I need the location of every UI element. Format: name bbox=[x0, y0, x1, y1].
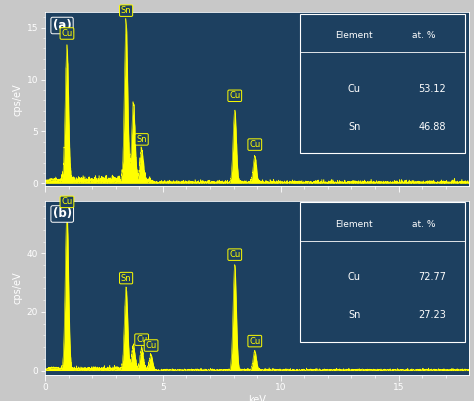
Text: at. %: at. % bbox=[412, 31, 436, 40]
Text: (b): (b) bbox=[53, 207, 72, 221]
Text: Cu: Cu bbox=[61, 29, 73, 38]
FancyBboxPatch shape bbox=[300, 202, 465, 342]
Text: Sn: Sn bbox=[348, 122, 360, 132]
Text: at. %: at. % bbox=[412, 220, 436, 229]
Text: 53.12: 53.12 bbox=[418, 83, 446, 93]
Text: 27.23: 27.23 bbox=[418, 310, 446, 320]
Text: Element: Element bbox=[335, 31, 373, 40]
Text: 46.88: 46.88 bbox=[418, 122, 446, 132]
Y-axis label: cps/eV: cps/eV bbox=[12, 271, 23, 304]
Text: 72.77: 72.77 bbox=[418, 272, 446, 282]
Text: Cu: Cu bbox=[229, 91, 240, 100]
Text: Cu: Cu bbox=[347, 272, 361, 282]
Y-axis label: cps/eV: cps/eV bbox=[12, 83, 22, 115]
Text: Cu: Cu bbox=[347, 83, 361, 93]
Text: (a): (a) bbox=[53, 19, 72, 32]
Text: Sn: Sn bbox=[121, 273, 131, 283]
X-axis label: keV: keV bbox=[248, 395, 266, 401]
Text: Cu: Cu bbox=[249, 336, 260, 346]
FancyBboxPatch shape bbox=[300, 14, 465, 153]
Text: Cu: Cu bbox=[136, 335, 147, 344]
Text: Cu: Cu bbox=[61, 197, 73, 207]
Text: Sn: Sn bbox=[121, 6, 131, 15]
Text: Cu: Cu bbox=[229, 250, 240, 259]
Text: Cu: Cu bbox=[249, 140, 260, 149]
Text: Element: Element bbox=[335, 220, 373, 229]
Text: Sn: Sn bbox=[348, 310, 360, 320]
Text: Cu: Cu bbox=[146, 341, 157, 350]
Text: Sn: Sn bbox=[137, 135, 147, 144]
